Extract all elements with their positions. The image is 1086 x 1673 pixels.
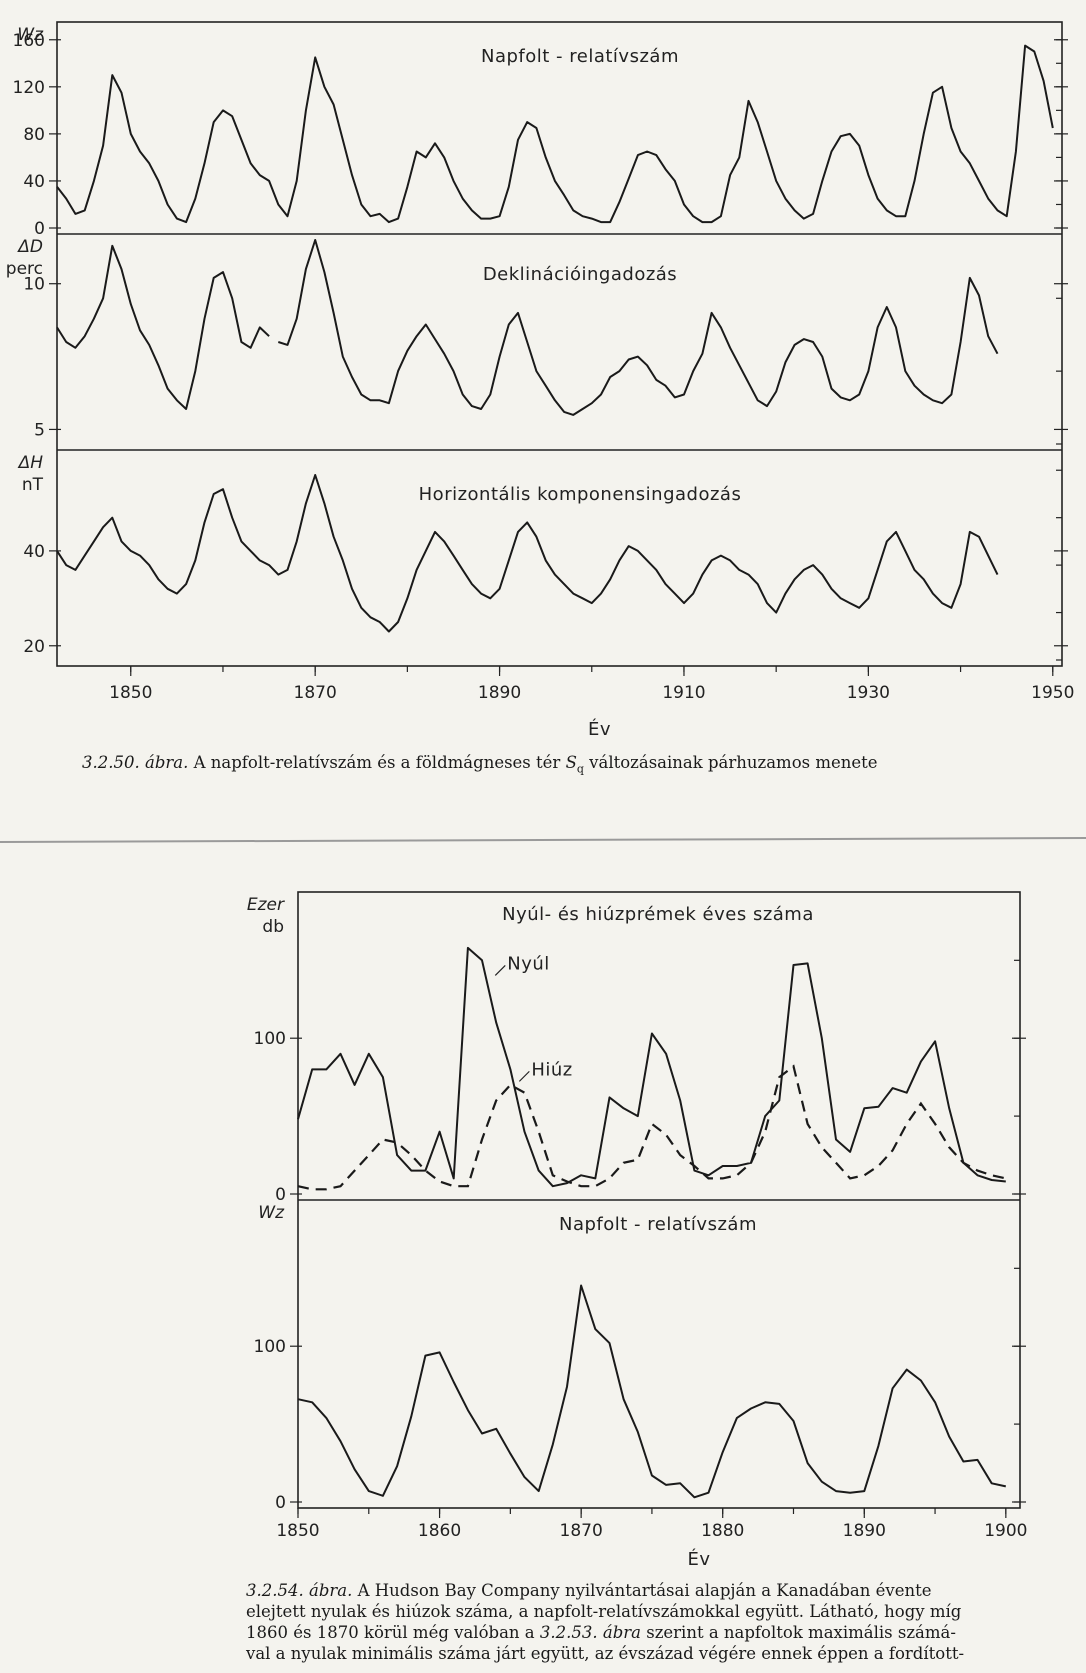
figure-1-caption: 3.2.50. ábra. A napfolt-relatívszám és a… [82, 752, 1032, 779]
figure-2-caption-text-1: A Hudson Bay Company nyilvántartásai ala… [357, 1581, 932, 1600]
x-tick-label: 1950 [1031, 683, 1074, 703]
series-line-data [56, 474, 999, 633]
y-unit-label-2: db [262, 917, 284, 937]
y-tick-label: 100 [254, 1337, 286, 1357]
figure-1-symbol-sub: q [576, 762, 584, 776]
y-tick-label: 100 [254, 1029, 286, 1049]
panel-title: Deklinációingadozás [483, 264, 677, 285]
x-tick-label: 1850 [109, 683, 152, 703]
y-tick-label: 0 [275, 1493, 286, 1513]
figure-2-caption-text-3b: szerint a napfoltok maximális számá- [646, 1623, 956, 1642]
panel-title: Napfolt - relatívszám [481, 46, 679, 67]
y-tick-label: 5 [34, 420, 45, 440]
figure-2-ref-number: 3.2.53. [539, 1623, 598, 1642]
x-tick-label: 1870 [294, 683, 337, 703]
x-tick-label: 1860 [418, 1521, 461, 1541]
y-unit-label-2: nT [22, 475, 44, 495]
y-tick-label: 40 [23, 542, 45, 562]
x-axis-label: Év [588, 718, 611, 740]
y-tick-label: 10 [23, 275, 45, 295]
figure-2-caption-text-3a: 1860 és 1870 körül még valóban a [246, 1623, 535, 1642]
y-unit-label: ΔD [16, 237, 43, 257]
series-line-hiz [297, 1064, 1007, 1191]
page-separator [0, 837, 1086, 843]
figure-2-caption-line-3: 1860 és 1870 körül még valóban a 3.2.53.… [246, 1622, 1066, 1643]
y-unit-label: Ezer [247, 895, 285, 915]
figure-2-caption-line-4: val a nyulak minimális száma járt együtt… [246, 1644, 965, 1663]
panel-title: Horizontális komponensingadozás [419, 484, 742, 505]
series-line-data [56, 44, 1054, 224]
series-annotation: Nyúl [507, 953, 550, 974]
figure-2-caption-line-2: elejtett nyulak és hiúzok száma, a napfo… [246, 1602, 962, 1621]
x-tick-label: 1880 [701, 1521, 744, 1541]
y-tick-label: 40 [23, 172, 45, 192]
series-line-data [56, 239, 999, 416]
panel-title: Napfolt - relatívszám [559, 1214, 757, 1235]
x-tick-label: 1910 [662, 683, 705, 703]
panel-title: Nyúl- és hiúzprémek éves száma [502, 904, 814, 925]
series-line-data [297, 1284, 1007, 1499]
figure-1-abra: ábra. [144, 753, 189, 772]
y-unit-label-2: perc [6, 259, 43, 279]
y-unit-label: Wz [258, 1203, 285, 1223]
figure-1-number: 3.2.50. [82, 753, 140, 772]
x-tick-label: 1870 [560, 1521, 603, 1541]
x-axis-label: Év [687, 1548, 710, 1570]
figure-1-caption-text: A napfolt-relatívszám és a földmágneses … [193, 753, 561, 772]
x-tick-label: 1890 [478, 683, 521, 703]
figure-2-caption-line-1: 3.2.54. ábra. A Hudson Bay Company nyilv… [246, 1580, 1066, 1601]
figure-2-caption: 3.2.54. ábra. A Hudson Bay Company nyilv… [246, 1580, 1066, 1664]
y-tick-label: 0 [275, 1185, 286, 1205]
y-tick-label: 80 [23, 125, 45, 145]
figure-2-abra: ábra. [308, 1581, 353, 1600]
y-unit-label: ΔH [17, 453, 44, 473]
series-line-nyl [297, 946, 1006, 1188]
x-tick-label: 1930 [847, 683, 890, 703]
y-tick-label: 120 [13, 78, 45, 98]
x-tick-label: 1890 [843, 1521, 886, 1541]
x-tick-label: 1850 [276, 1521, 319, 1541]
series-annotation: Hiúz [531, 1059, 572, 1080]
figure-2-number: 3.2.54. [246, 1581, 304, 1600]
plot-frame [56, 21, 1063, 667]
y-tick-label: 0 [34, 219, 45, 239]
x-tick-label: 1900 [984, 1521, 1027, 1541]
figure-1-caption-text-2: változásainak párhuzamos menete [589, 753, 878, 772]
figure-1-symbol: S [565, 753, 577, 772]
annotation-pointer [494, 965, 506, 976]
y-tick-label: 160 [13, 31, 45, 51]
y-unit-label: Wz [17, 25, 44, 45]
figure-2-ref-abra: ábra [602, 1623, 641, 1642]
y-tick-label: 20 [23, 637, 45, 657]
annotation-pointer [518, 1070, 530, 1082]
